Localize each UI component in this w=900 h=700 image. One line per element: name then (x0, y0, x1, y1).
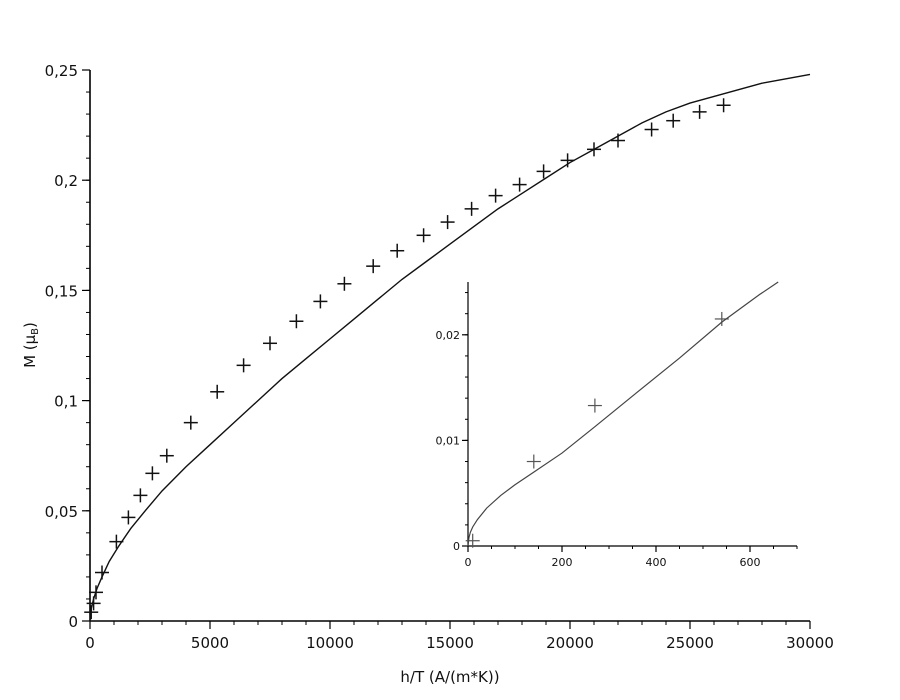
main-data-point (536, 164, 551, 179)
main-data-point (121, 510, 136, 525)
main-data-point (560, 153, 575, 168)
y-axis-label: M (μB) (21, 322, 41, 368)
main-x-tick-label: 30000 (786, 634, 834, 652)
main-y-tick-label: 0,15 (45, 282, 78, 300)
main-y-tick-label: 0,05 (45, 503, 78, 521)
main-data-point (666, 113, 681, 128)
main-data-point (440, 215, 455, 230)
main-data-point (133, 488, 148, 503)
main-data-point (692, 104, 707, 119)
main-x-tick-label: 10000 (306, 634, 354, 652)
main-data-point (145, 466, 160, 481)
x-axis-label: h/T (A/(m*K)) (400, 668, 499, 686)
main-data-point (416, 228, 431, 243)
inset-x-tick-label: 400 (646, 556, 667, 569)
main-y-tick-label: 0,2 (54, 172, 78, 190)
main-data-point (289, 314, 304, 329)
main-y-tick-label: 0,1 (54, 393, 78, 411)
main-x-tick-label: 25000 (666, 634, 714, 652)
main-data-point (488, 188, 503, 203)
main-data-point (159, 448, 174, 463)
main-data-point (644, 122, 659, 137)
inset-y-tick-label: 0,02 (436, 329, 461, 342)
main-x-tick-label: 20000 (546, 634, 594, 652)
main-x-tick-label: 5000 (191, 634, 229, 652)
inset-plot: 0 200 400 600 0 0,01 0,02 (436, 281, 798, 569)
main-data-point (210, 384, 225, 399)
main-data-point (464, 201, 479, 216)
inset-data-point (587, 398, 602, 413)
main-data-point (512, 177, 527, 192)
main-data-point (183, 415, 198, 430)
main-data-point (390, 243, 405, 258)
y-axis-label-main: M (μ (21, 334, 39, 368)
main-plot: 0 5000 10000 15000 20000 25000 3000000,050,10,… (45, 62, 834, 652)
main-data-point (337, 276, 352, 291)
main-data-point (263, 336, 277, 351)
y-axis-label-subscript: B (30, 328, 41, 335)
main-x-tick-label: 0 (85, 634, 95, 652)
inset-x-tick-label: 200 (552, 556, 573, 569)
main-data-point (716, 98, 731, 113)
inset-x-tick-label: 600 (740, 556, 761, 569)
inset-x-tick-label: 0 (465, 556, 472, 569)
main-fit-curve (89, 73, 811, 622)
main-data-point (366, 259, 381, 274)
inset-y-tick-label: 0,01 (436, 434, 461, 447)
inset-fit-curve (467, 281, 779, 547)
main-y-tick-label: 0,25 (45, 62, 78, 80)
inset-data-point (526, 454, 541, 469)
y-axis-label-close: ) (21, 322, 39, 328)
main-y-tick-label: 0 (68, 613, 78, 631)
main-data-point (313, 294, 328, 309)
inset-y-tick-label: 0 (453, 540, 460, 553)
main-x-tick-label: 15000 (426, 634, 474, 652)
main-data-point (236, 358, 251, 373)
